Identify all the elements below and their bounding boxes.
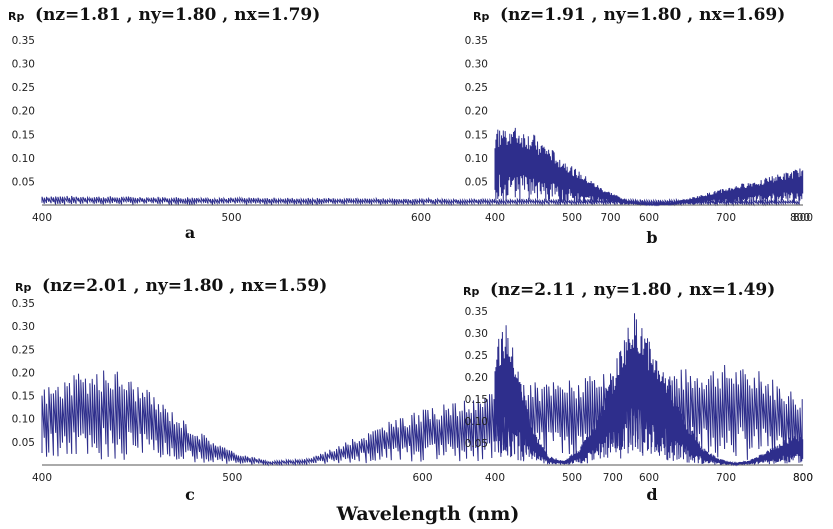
- panel-a-y-tick-label: 0.30: [12, 59, 35, 71]
- panel-b-x-tick-label: 800: [793, 212, 813, 224]
- panel-d-y-tick-label: 0.10: [465, 416, 488, 428]
- panel-d-y-tick-label: 0.20: [465, 372, 488, 384]
- figure-xlabel: Wavelength (nm): [336, 503, 520, 525]
- panel-d-x-tick-label: 400: [485, 472, 505, 484]
- panel-b-title: (nz=1.91 , ny=1.80 , nx=1.69): [500, 5, 785, 25]
- panel-c-y-tick-label: 0.10: [12, 414, 35, 426]
- panel-a-x-tick-label: 800: [790, 212, 810, 224]
- panel-b-y-tick-label: 0.25: [465, 82, 488, 94]
- panel-d: Rp (nz=2.11 , ny=1.80 , nx=1.49) 0.05 0.10 0…: [463, 280, 813, 504]
- panel-a-y-tick-label: 0.05: [12, 176, 35, 188]
- panel-c: Rp (nz=2.01 , ny=1.80 , nx=1.59) 0.05 0.10 0…: [12, 276, 813, 504]
- panel-d-ylabel: Rp: [463, 285, 479, 298]
- panel-a-y-tick-label: 0.15: [12, 129, 35, 141]
- panel-c-x-tick-label: 600: [412, 472, 432, 484]
- panel-d-y-tick-label: 0.05: [465, 438, 488, 450]
- panel-d-y-tick-label: 0.35: [465, 306, 488, 318]
- panel-b-y-tick-label: 0.20: [465, 106, 488, 118]
- panel-c-x-tick-label: 700: [603, 472, 623, 484]
- panel-c-y-tick-label: 0.15: [12, 391, 35, 403]
- panel-a-y-tick-label: 0.35: [12, 35, 35, 47]
- panel-d-y-tick-label: 0.30: [465, 328, 488, 340]
- panel-a-letter: a: [185, 223, 195, 242]
- panel-d-letter: d: [646, 485, 657, 504]
- panel-c-y-tick-label: 0.05: [12, 437, 35, 449]
- panel-c-y-tick-label: 0.25: [12, 344, 35, 356]
- panel-b-y-tick-label: 0.35: [465, 35, 488, 47]
- panel-d-title: (nz=2.11 , ny=1.80 , nx=1.49): [490, 280, 775, 300]
- panel-c-x-tick-label: 800: [793, 472, 813, 484]
- panel-b: Rp (nz=1.91 , ny=1.80 , nx=1.69) 0.05 0.10 0…: [465, 5, 813, 247]
- panel-b-y-tick-label: 0.15: [465, 129, 488, 141]
- panel-a: Rp (nz=1.81 , ny=1.80 , nx=1.79) 0.05 0.10 0…: [8, 5, 810, 242]
- panel-b-ylabel: Rp: [473, 10, 489, 23]
- panel-b-x-tick-label: 700: [716, 212, 736, 224]
- panel-a-x-tick-label: 400: [32, 212, 52, 224]
- panel-c-y-tick-label: 0.20: [12, 367, 35, 379]
- panel-b-series-line: [494, 127, 804, 207]
- panel-b-letter: b: [646, 228, 657, 247]
- panel-a-x-tick-label: 500: [221, 212, 241, 224]
- panel-c-title: (nz=2.01 , ny=1.80 , nx=1.59): [42, 276, 327, 296]
- panel-a-title: (nz=1.81 , ny=1.80 , nx=1.79): [35, 5, 320, 25]
- panel-d-series-line: [494, 313, 804, 467]
- panel-c-y-tick-label: 0.30: [12, 321, 35, 333]
- panel-d-y-tick-label: 0.25: [465, 350, 488, 362]
- panel-d-x-tick-label: 600: [639, 472, 659, 484]
- panel-c-letter: c: [185, 485, 195, 504]
- panel-b-y-tick-label: 0.10: [465, 153, 488, 165]
- panel-c-x-tick-label: 400: [32, 472, 52, 484]
- panel-d-x-tick-label: 700: [716, 472, 736, 484]
- panel-a-y-tick-label: 0.25: [12, 82, 35, 94]
- panel-a-x-tick-label: 600: [411, 212, 431, 224]
- panel-b-y-tick-label: 0.30: [465, 59, 488, 71]
- panel-c-y-tick-label: 0.35: [12, 298, 35, 310]
- panel-c-x-tick-label: 500: [222, 472, 242, 484]
- panel-b-x-tick-label: 400: [485, 212, 505, 224]
- panel-d-x-tick-label: 800: [793, 472, 813, 484]
- panel-b-x-tick-label: 600: [639, 212, 659, 224]
- panel-b-x-tick-label: 500: [562, 212, 582, 224]
- panel-b-y-tick-label: 0.05: [465, 176, 488, 188]
- panel-a-y-tick-label: 0.10: [12, 153, 35, 165]
- panel-a-ylabel: Rp: [8, 10, 24, 23]
- panel-c-ylabel: Rp: [15, 281, 31, 294]
- panel-a-x-tick-label: 700: [600, 212, 620, 224]
- panel-d-x-tick-label: 500: [562, 472, 582, 484]
- panel-d-y-tick-label: 0.15: [465, 394, 488, 406]
- panel-a-y-tick-label: 0.20: [12, 106, 35, 118]
